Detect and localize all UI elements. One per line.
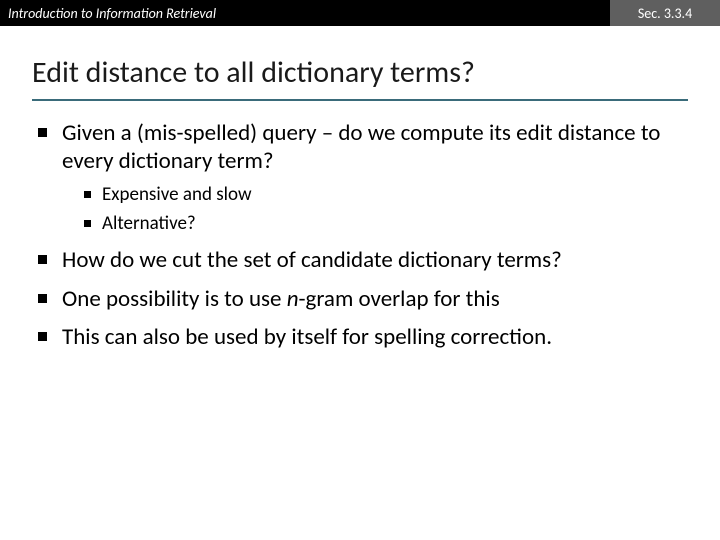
text-run: n: [287, 285, 299, 313]
bullet-list: Given a (mis-spelled) query – do we comp…: [34, 119, 686, 351]
slide-title: Edit distance to all dictionary terms?: [32, 54, 688, 97]
text-run: Expensive and slow: [102, 183, 252, 206]
slide-header: Introduction to Information Retrieval Se…: [0, 0, 720, 26]
bullet-item: This can also be used by itself for spel…: [34, 323, 686, 351]
slide-body: Given a (mis-spelled) query – do we comp…: [0, 101, 720, 351]
text-run: One possibility is to use: [62, 285, 287, 313]
bullet-item: One possibility is to use n-gram overlap…: [34, 285, 686, 313]
title-block: Edit distance to all dictionary terms?: [0, 26, 720, 101]
text-run: -gram overlap for this: [299, 285, 500, 313]
sub-bullet-item: Expensive and slow: [62, 183, 686, 208]
text-run: How do we cut the set of candidate dicti…: [62, 246, 562, 274]
text-run: Given a (mis-spelled) query – do we comp…: [62, 119, 660, 175]
bullet-item: How do we cut the set of candidate dicti…: [34, 246, 686, 274]
sub-bullet-list: Expensive and slow Alternative?: [62, 183, 686, 236]
bullet-item: Given a (mis-spelled) query – do we comp…: [34, 119, 686, 236]
header-left: Introduction to Information Retrieval: [0, 0, 610, 26]
sub-bullet-item: Alternative?: [62, 212, 686, 237]
header-section-ref: Sec. 3.3.4: [610, 0, 720, 26]
text-run: Alternative?: [102, 212, 196, 235]
text-run: This can also be used by itself for spel…: [62, 323, 552, 351]
